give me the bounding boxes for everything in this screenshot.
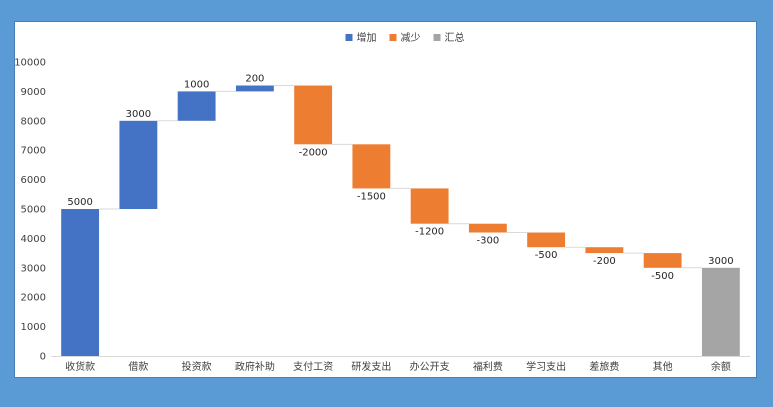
y-tick-label: 8000	[21, 116, 46, 127]
data-label: -1500	[357, 191, 386, 202]
y-tick-label: 10000	[15, 58, 46, 69]
data-label: 3000	[126, 109, 151, 120]
y-tick-label: 5000	[21, 205, 46, 216]
data-label: -2000	[299, 147, 328, 158]
x-tick-label: 学习支出	[526, 360, 566, 373]
data-label: 200	[245, 74, 264, 85]
data-label: -1200	[415, 227, 444, 238]
bar-increase	[177, 91, 216, 121]
legend-swatch-decrease	[389, 34, 397, 41]
x-tick-label: 研发支出	[351, 360, 391, 373]
y-tick-label: 6000	[21, 175, 46, 186]
y-tick-label: 2000	[21, 293, 46, 304]
x-tick-label: 收货款	[65, 360, 95, 373]
data-label: 1000	[184, 79, 209, 90]
x-tick-label: 支付工资	[293, 360, 333, 373]
bar-increase	[61, 209, 100, 356]
legend-label-total: 汇总	[445, 31, 465, 44]
bar-decrease	[468, 223, 507, 233]
x-tick-label: 福利费	[473, 360, 503, 373]
data-label: -300	[477, 236, 500, 247]
x-tick-label: 办公开支	[410, 360, 450, 373]
bar-decrease	[527, 232, 566, 248]
legend-label-increase: 增加	[357, 31, 377, 44]
bar-decrease	[410, 188, 449, 224]
bar-total	[701, 267, 740, 356]
bar-increase	[235, 85, 274, 92]
x-tick-label: 其他	[653, 360, 673, 373]
y-tick-label: 3000	[21, 263, 46, 274]
legend-swatch-total	[433, 34, 441, 41]
y-tick-label: 7000	[21, 146, 46, 157]
y-tick-label: 9000	[21, 87, 46, 98]
bar-increase	[119, 120, 158, 209]
data-label: 3000	[708, 256, 733, 267]
legend-label-decrease: 减少	[401, 32, 421, 44]
data-label: -500	[535, 250, 558, 261]
x-tick-label: 政府补助	[235, 360, 275, 373]
y-tick-label: 1000	[21, 322, 46, 333]
bar-decrease	[585, 247, 624, 254]
y-tick-label: 4000	[21, 234, 46, 245]
legend-swatch-increase	[345, 34, 353, 41]
data-label: 5000	[67, 197, 92, 208]
chart-area: 0 1000 2000 3000 4000 5000 6000 7000 8000 9000 100…	[14, 21, 757, 378]
waterfall-chart: 0 1000 2000 3000 4000 5000 6000 7000 8000 9000 100…	[15, 31, 750, 373]
bar-decrease	[294, 85, 333, 145]
x-tick-label: 借款	[128, 360, 148, 373]
x-tick-label: 余额	[711, 360, 731, 373]
y-tick-label: 0	[40, 352, 46, 363]
data-label: -200	[593, 256, 616, 267]
bar-decrease	[352, 144, 391, 189]
x-tick-label: 差旅费	[589, 360, 619, 373]
bar-decrease	[643, 253, 682, 268]
x-tick-label: 投资款	[182, 360, 212, 373]
data-label: -500	[651, 271, 674, 282]
